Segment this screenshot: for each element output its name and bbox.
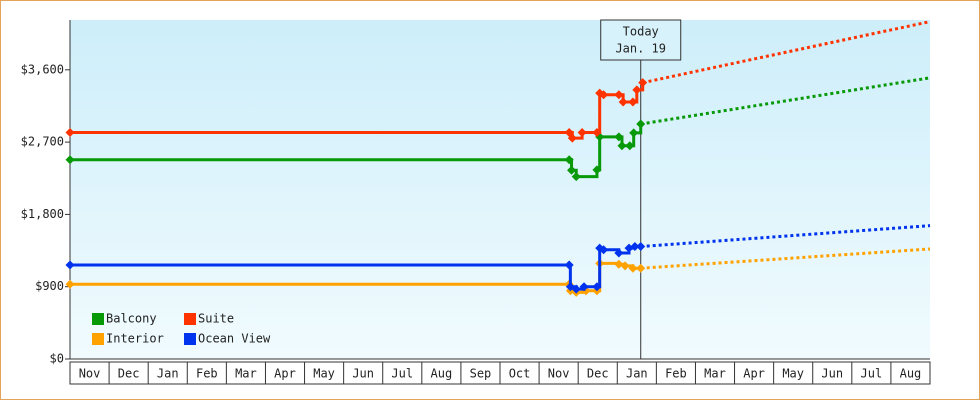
data-point: [571, 172, 581, 182]
x-tick-label: Jul: [391, 367, 413, 381]
data-point: [564, 155, 574, 165]
data-point: [614, 90, 624, 100]
x-tick-label: Jul: [861, 367, 883, 381]
data-point: [629, 128, 639, 138]
data-point: [628, 97, 638, 107]
x-tick-label: Feb: [196, 367, 218, 381]
x-tick-label: Apr: [743, 367, 765, 381]
data-point: [567, 133, 577, 143]
x-tick-label: Sep: [470, 367, 492, 381]
data-point: [625, 141, 635, 151]
legend-label: Balcony: [106, 312, 157, 326]
legend-swatch: [184, 333, 196, 345]
legend-swatch: [184, 313, 196, 325]
data-point: [579, 282, 589, 292]
data-point: [571, 284, 581, 294]
data-point: [632, 85, 642, 95]
data-point: [65, 279, 75, 289]
y-tick-label: $3,600: [21, 62, 64, 76]
forecast-line: [640, 76, 931, 126]
legend-label: Ocean View: [198, 332, 271, 346]
data-point: [592, 127, 602, 137]
data-point: [638, 78, 648, 88]
legend-label: Suite: [198, 312, 234, 326]
x-tick-label: May: [313, 367, 335, 381]
data-point: [614, 259, 624, 269]
x-tick-label: Dec: [118, 367, 140, 381]
y-tick-label: $0: [50, 352, 64, 366]
data-point: [620, 261, 630, 271]
today-box: [600, 19, 682, 61]
x-tick-label: Dec: [587, 367, 609, 381]
data-point: [630, 242, 640, 252]
data-point: [592, 282, 602, 292]
forecast-line: [640, 247, 931, 270]
data-point: [65, 155, 75, 165]
data-point: [636, 119, 646, 129]
x-tick-label: Jan: [626, 367, 648, 381]
data-point: [614, 248, 624, 258]
data-point: [599, 245, 609, 255]
x-tick-label: Aug: [900, 367, 922, 381]
data-point: [65, 127, 75, 137]
x-tick-label: Mar: [235, 367, 257, 381]
data-point: [628, 263, 638, 273]
x-tick-label: May: [782, 367, 804, 381]
x-tick-label: Feb: [665, 367, 687, 381]
x-tick-label: Mar: [704, 367, 726, 381]
y-tick-label: $2,700: [21, 135, 64, 149]
data-point: [564, 260, 574, 270]
x-tick-label: Aug: [431, 367, 453, 381]
legend-swatch: [92, 313, 104, 325]
x-tick-label: Jan: [157, 367, 179, 381]
data-point: [636, 263, 646, 273]
data-point: [567, 165, 577, 175]
y-tick-label: $1,800: [21, 207, 64, 221]
forecast-line: [640, 224, 931, 249]
x-tick-label: Apr: [274, 367, 296, 381]
data-point: [614, 132, 624, 142]
legend-label: Interior: [106, 332, 164, 346]
data-point: [577, 127, 587, 137]
x-tick-label: Jun: [352, 367, 374, 381]
forecast-line: [642, 20, 931, 85]
legend-swatch: [92, 333, 104, 345]
data-point: [617, 141, 627, 151]
x-tick-label: Oct: [509, 367, 531, 381]
data-point: [592, 165, 602, 175]
data-point: [599, 90, 609, 100]
x-tick-label: Nov: [79, 367, 101, 381]
data-point: [65, 260, 75, 270]
data-point: [618, 97, 628, 107]
today-date: Jan. 19: [615, 42, 666, 56]
today-label: Today: [623, 25, 659, 39]
x-tick-label: Jun: [821, 367, 843, 381]
y-tick-label: $900: [35, 279, 64, 293]
data-point: [636, 242, 646, 252]
x-tick-label: Nov: [548, 367, 570, 381]
plot-area: [70, 20, 930, 359]
